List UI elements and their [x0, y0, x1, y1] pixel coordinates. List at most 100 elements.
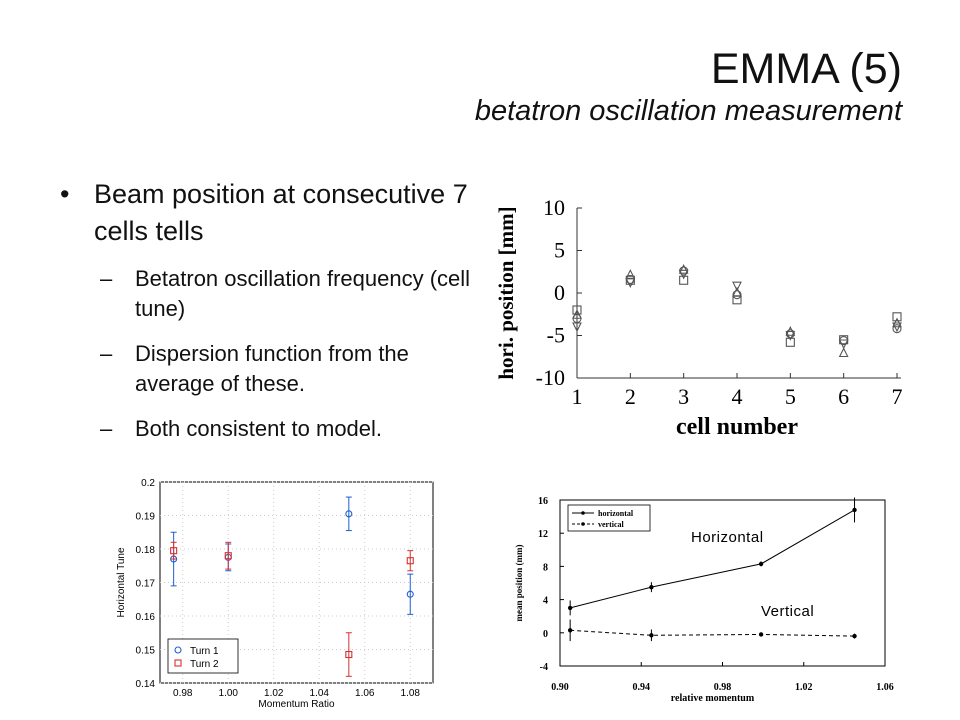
sub-bullet-item: – Dispersion function from the average of… — [60, 339, 480, 399]
data-point — [838, 339, 849, 350]
data-point — [649, 584, 654, 590]
legend-box — [567, 504, 651, 532]
x-tick-label: 1.06 — [355, 688, 375, 699]
data-point — [892, 312, 902, 322]
y-axis-label: hori. position [mm] — [494, 206, 518, 379]
y-tick-label: 0.16 — [136, 612, 156, 623]
series-line — [570, 629, 855, 637]
sub-bullet-item: – Both consistent to model. — [60, 414, 480, 444]
x-tick-label: 7 — [892, 384, 903, 409]
x-tick-label: 2 — [625, 384, 636, 409]
mean-position-chart: 16 12 8 4 0 -40.90 0.94 0.98 1.02 1.06 relative mo… — [514, 496, 894, 704]
legend-label: vertical — [598, 520, 625, 529]
y-tick-label: 12 — [538, 529, 548, 540]
data-point — [170, 547, 178, 555]
y-tick-label: -5 — [547, 323, 565, 348]
data-point — [678, 263, 689, 274]
x-tick-label: 1.04 — [310, 688, 330, 699]
slide-subtitle: betatron oscillation measurement — [474, 95, 902, 127]
data-point — [852, 633, 857, 639]
y-tick-label: 16 — [538, 496, 548, 507]
data-point — [649, 633, 654, 638]
data-point — [892, 322, 902, 333]
sub-bullet-dash: – — [100, 416, 113, 441]
x-tick-label: 0.98 — [173, 688, 193, 699]
x-tick-label: 1.06 — [876, 682, 894, 693]
x-tick-label: 1.02 — [264, 688, 284, 699]
sub-bullet-text: Dispersion function from the average of … — [135, 341, 409, 396]
bullet-dot: • — [60, 179, 70, 209]
y-tick-label: 5 — [554, 238, 565, 263]
y-tick-label: 10 — [543, 195, 565, 220]
y-tick-label: 0.14 — [136, 679, 156, 690]
data-point — [758, 632, 764, 637]
data-point — [345, 510, 353, 518]
data-point — [785, 330, 796, 341]
legend-marker — [174, 646, 182, 654]
annotation-vertical: Vertical — [761, 603, 814, 620]
x-axis-label: Momentum Ratio — [258, 699, 335, 710]
data-point — [838, 347, 849, 358]
data-point — [852, 507, 857, 513]
data-point — [572, 322, 582, 333]
legend-marker — [581, 522, 585, 526]
x-tick-label: 1.08 — [401, 688, 421, 699]
y-tick-label: 0.17 — [136, 579, 156, 590]
x-axis-label: relative momentum — [671, 693, 755, 704]
y-axis-label: Horizontal Tune — [116, 547, 127, 617]
x-axis-label: cell number — [676, 414, 798, 440]
slide-title: EMMA (5) — [710, 45, 902, 93]
cell-position-chart: 10 5 0 -5 -10 1 2 3 4 5 6 7 cell number hori. positio… — [494, 195, 903, 440]
horizontal-tune-chart: 0.2 0.19 0.18 0.17 0.16 0.15 0.14 0.98 1.00 1.02 1… — [116, 478, 434, 710]
x-tick-label: 1.02 — [795, 682, 813, 693]
slide-title-block: EMMA (5) betatron oscillation measuremen… — [475, 44, 902, 128]
legend-box — [167, 638, 239, 674]
data-point — [625, 278, 636, 289]
sub-bullet-dash: – — [100, 341, 113, 366]
legend-label: Turn 1 — [190, 646, 219, 657]
y-tick-label: -10 — [536, 365, 565, 390]
data-point — [785, 329, 795, 339]
annotation-horizontal: Horizontal — [691, 529, 764, 546]
data-point — [625, 269, 636, 279]
legend-label: horizontal — [598, 509, 634, 518]
y-tick-label: -4 — [540, 662, 548, 673]
y-tick-label: 0.19 — [136, 512, 156, 523]
y-tick-label: 4 — [543, 596, 548, 607]
y-tick-label: 0 — [554, 280, 565, 305]
x-tick-label: 4 — [732, 384, 743, 409]
x-tick-label: 1.00 — [219, 688, 239, 699]
data-point — [892, 324, 902, 334]
y-tick-label: 0.2 — [141, 478, 155, 489]
x-tick-label: 1 — [572, 384, 583, 409]
sub-bullet-dash: – — [100, 266, 113, 291]
bullet-main-text: Beam position at consecutive 7 cells tel… — [94, 179, 468, 246]
data-point — [224, 552, 232, 560]
data-point — [567, 628, 573, 633]
data-point — [732, 281, 742, 292]
x-tick-label: 5 — [785, 384, 796, 409]
series-line — [570, 509, 855, 609]
data-point — [758, 561, 764, 567]
sub-bullet-list: – Betatron oscillation frequency (cell tu… — [60, 264, 480, 444]
x-tick-label: 0.94 — [633, 682, 651, 693]
sub-bullet-item: – Betatron oscillation frequency (cell tu… — [60, 264, 480, 324]
data-point — [406, 590, 414, 598]
y-tick-label: 8 — [543, 562, 548, 573]
x-tick-label: 3 — [678, 384, 689, 409]
x-tick-label: 0.98 — [714, 682, 732, 693]
sub-bullet-text: Betatron oscillation frequency (cell tun… — [135, 266, 471, 321]
bullet-list: • Beam position at consecutive 7 cells t… — [60, 176, 480, 459]
bullet-main: • Beam position at consecutive 7 cells t… — [60, 176, 480, 250]
data-point — [572, 309, 582, 319]
data-point — [567, 605, 573, 611]
y-axis-label: mean position (mm) — [514, 545, 524, 622]
y-tick-label: 0.15 — [136, 646, 156, 657]
legend-label: Turn 2 — [190, 659, 219, 670]
data-point — [679, 275, 689, 285]
x-tick-label: 0.90 — [551, 682, 569, 693]
legend-marker — [174, 659, 182, 667]
data-point — [406, 557, 414, 565]
y-tick-label: 0 — [543, 629, 548, 640]
data-point — [678, 269, 689, 280]
